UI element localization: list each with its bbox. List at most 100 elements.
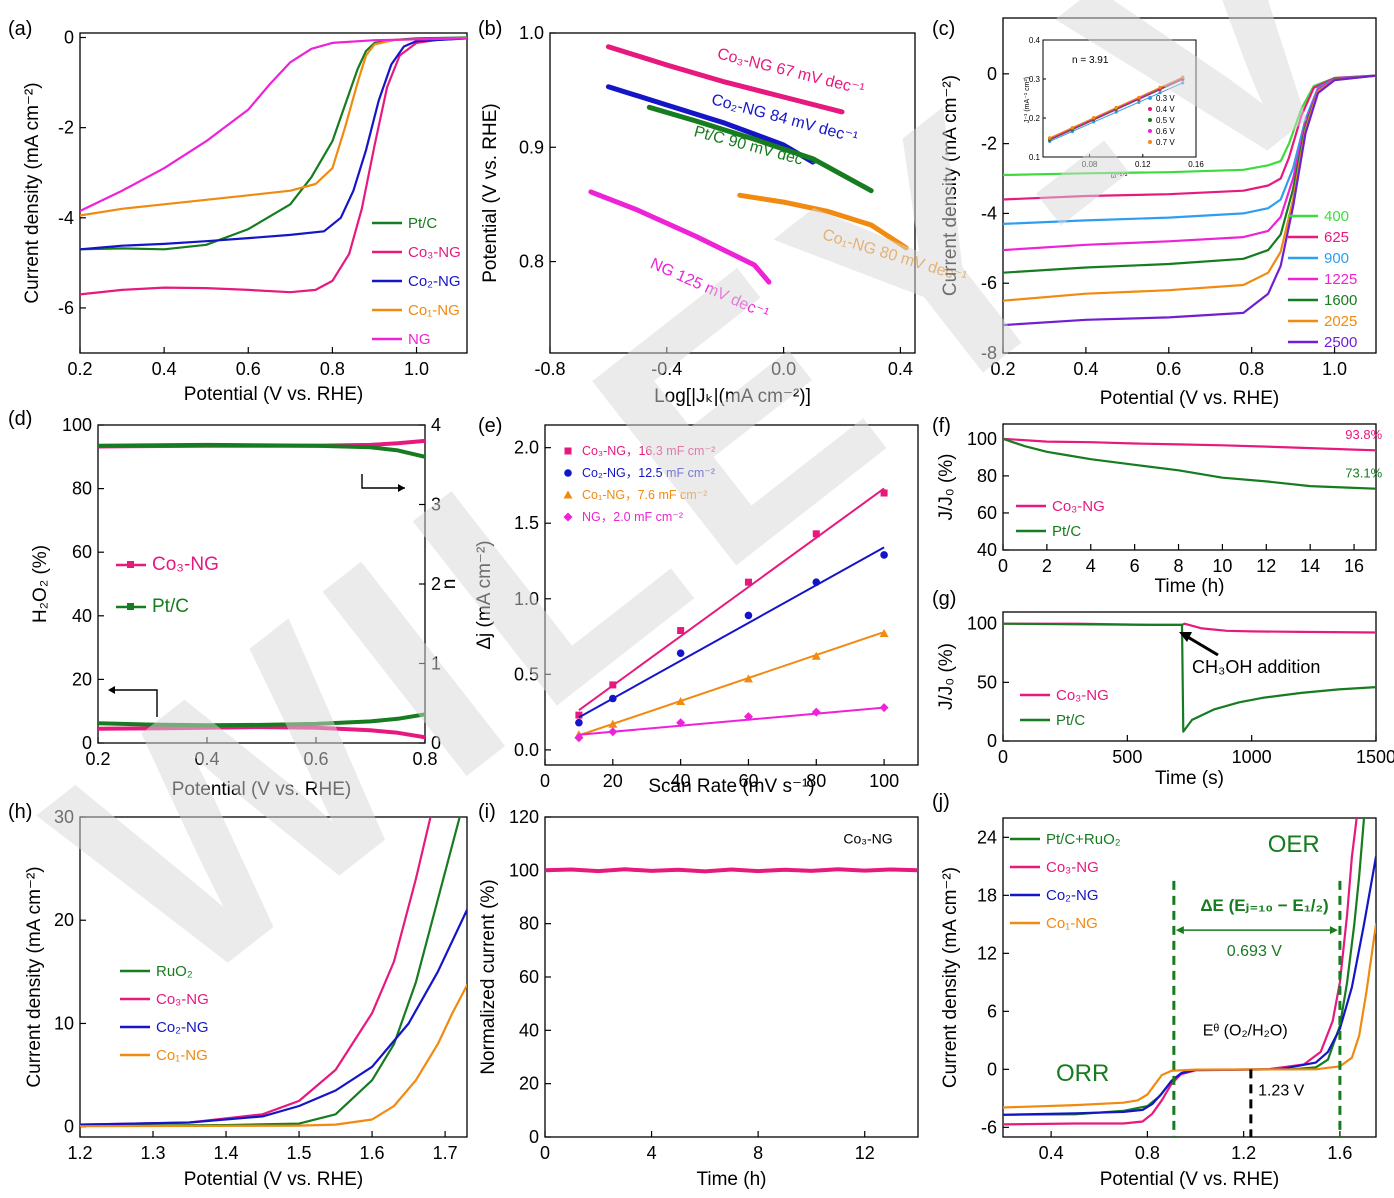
data-point bbox=[811, 651, 821, 660]
data-point bbox=[609, 681, 617, 689]
legend-marker bbox=[563, 490, 573, 499]
series-line bbox=[588, 189, 772, 285]
data-point bbox=[744, 578, 752, 586]
y-tick-label: 100 bbox=[509, 860, 539, 880]
inset-legend-text: 0.6 V bbox=[1156, 127, 1175, 136]
x-tick-label: -0.4 bbox=[651, 359, 682, 379]
y-tick-label: -8 bbox=[981, 343, 997, 363]
series-line bbox=[80, 984, 467, 1128]
inset-data-point bbox=[1137, 100, 1141, 104]
inset-legend-marker bbox=[1148, 107, 1152, 111]
data-point bbox=[743, 674, 753, 683]
inset-legend-marker bbox=[1148, 118, 1152, 122]
x-tick-label: -0.8 bbox=[534, 359, 565, 379]
series-line bbox=[1003, 923, 1376, 1109]
axes-frame-d bbox=[97, 424, 426, 744]
plot-area-b bbox=[588, 44, 909, 285]
series-line bbox=[737, 192, 909, 251]
delta-e-arrow-head-right bbox=[1329, 926, 1338, 935]
legend-text: 900 bbox=[1324, 250, 1349, 267]
y-tick-label: 0 bbox=[987, 64, 997, 84]
legend-text: Co₂-NG bbox=[408, 273, 461, 290]
x-tick-label: 1.0 bbox=[1322, 359, 1347, 379]
x-tick-label: 0.6 bbox=[303, 749, 328, 769]
data-point bbox=[812, 530, 820, 538]
x-tick-label: 1.6 bbox=[1327, 1143, 1352, 1163]
inset-data-point bbox=[1070, 126, 1074, 130]
y-tick-label: 1.0 bbox=[514, 589, 539, 609]
y-axis-label: H₂O₂ (%) bbox=[30, 545, 51, 623]
legend-text: Co₁-NG，7.6 mF cm⁻² bbox=[582, 488, 707, 502]
series-line bbox=[80, 37, 467, 296]
x-tick-label: 0 bbox=[540, 771, 550, 791]
x-tick-label: 40 bbox=[671, 771, 691, 791]
legend-text: 1225 bbox=[1324, 271, 1357, 288]
legend-text: 2025 bbox=[1324, 313, 1357, 330]
x-tick-label: 500 bbox=[1112, 747, 1142, 767]
legend-text: Co₂-NG bbox=[156, 1019, 209, 1036]
inset-legend-marker bbox=[1148, 96, 1152, 100]
annotation-text: 0.693 V bbox=[1227, 943, 1282, 960]
series-line bbox=[98, 442, 425, 459]
data-point bbox=[609, 694, 617, 703]
x-tick-label: 1.6 bbox=[360, 1143, 385, 1163]
methanol-arrow-head bbox=[1179, 632, 1192, 642]
annotation-text: 93.8% bbox=[1345, 427, 1382, 442]
legend-text: Co₃-NG bbox=[408, 244, 461, 261]
x-tick-label: 1.2 bbox=[1231, 1143, 1256, 1163]
y-tick-label: 0.9 bbox=[519, 137, 544, 157]
legend-text: Co₂-NG，12.5 mF cm⁻² bbox=[582, 466, 715, 480]
x-tick-label: 0.4 bbox=[888, 359, 913, 379]
inset-y-tick-label: 0.1 bbox=[1029, 153, 1041, 162]
y-axis-label: Potential (V vs. RHE) bbox=[480, 103, 501, 283]
y2-tick-label: 0 bbox=[431, 733, 441, 753]
fit-line bbox=[578, 631, 885, 737]
x-tick-label: 0.8 bbox=[1239, 359, 1264, 379]
panel-e: 0 20 40 60 80 100 0.0 0.5 1.0 1.5 2.0 (e) Scan Rate … bbox=[474, 415, 919, 797]
series-line bbox=[98, 712, 425, 728]
y-axis-label: Current density (mA cm⁻²) bbox=[24, 866, 45, 1087]
axes-frame-f bbox=[1002, 423, 1377, 551]
x-axis-label: Potential (V vs. RHE) bbox=[184, 1169, 364, 1190]
y-tick-label: 0.8 bbox=[519, 252, 544, 272]
annotation-text: Eᶿ (O₂/H₂O) bbox=[1203, 1023, 1288, 1040]
y-tick-label: 60 bbox=[977, 503, 997, 523]
annotation-text: CH₃OH addition bbox=[1192, 657, 1320, 677]
axes-frame-b bbox=[549, 32, 916, 354]
y-tick-label: 0 bbox=[64, 28, 74, 48]
data-point bbox=[676, 697, 686, 706]
axes-frame-a bbox=[79, 32, 468, 354]
y-tick-label: 0 bbox=[529, 1127, 539, 1147]
y-tick-label: -6 bbox=[981, 273, 997, 293]
inset-legend-marker bbox=[1148, 129, 1152, 133]
x-tick-label: 1500 bbox=[1356, 747, 1394, 767]
x-tick-label: 0 bbox=[540, 1143, 550, 1163]
y2-tick-label: 2 bbox=[431, 574, 441, 594]
legend-text: 2500 bbox=[1324, 334, 1357, 351]
y-tick-label: 0 bbox=[64, 1117, 74, 1137]
legend-text: Co₃-NG bbox=[156, 991, 209, 1008]
inset-y-tick-label: 0.2 bbox=[1029, 114, 1041, 123]
legend-text: Co₁-NG bbox=[408, 302, 460, 319]
panel-d: 0.2 0.4 0.6 0.802040608010001234n(d)Potenti… bbox=[8, 408, 460, 800]
y-tick-label: -6 bbox=[58, 298, 74, 318]
legend-text: Co₃-NG bbox=[1056, 687, 1109, 704]
y-tick-label: 50 bbox=[977, 672, 997, 692]
x-tick-label: 1.2 bbox=[67, 1143, 92, 1163]
inset-data-point bbox=[1114, 105, 1118, 110]
x-tick-label: 1000 bbox=[1232, 747, 1272, 767]
series-line bbox=[80, 37, 467, 251]
y-axis-label: Current density (mA cm⁻²) bbox=[940, 75, 961, 296]
y2-tick-label: 1 bbox=[431, 654, 441, 674]
inset-x-tick-label: 0.16 bbox=[1188, 160, 1204, 169]
data-point bbox=[575, 718, 583, 727]
legend-marker bbox=[564, 469, 572, 477]
axes-frame-i bbox=[544, 816, 919, 1138]
series-line bbox=[80, 908, 467, 1126]
x-tick-label: 100 bbox=[869, 771, 899, 791]
x-tick-label: 0.4 bbox=[1039, 1143, 1064, 1163]
y-tick-label: 0.0 bbox=[514, 740, 539, 760]
x-tick-label: 0.4 bbox=[194, 749, 219, 769]
inset-annotation: n = 3.91 bbox=[1072, 55, 1109, 66]
x-tick-label: 0.4 bbox=[1073, 359, 1098, 379]
